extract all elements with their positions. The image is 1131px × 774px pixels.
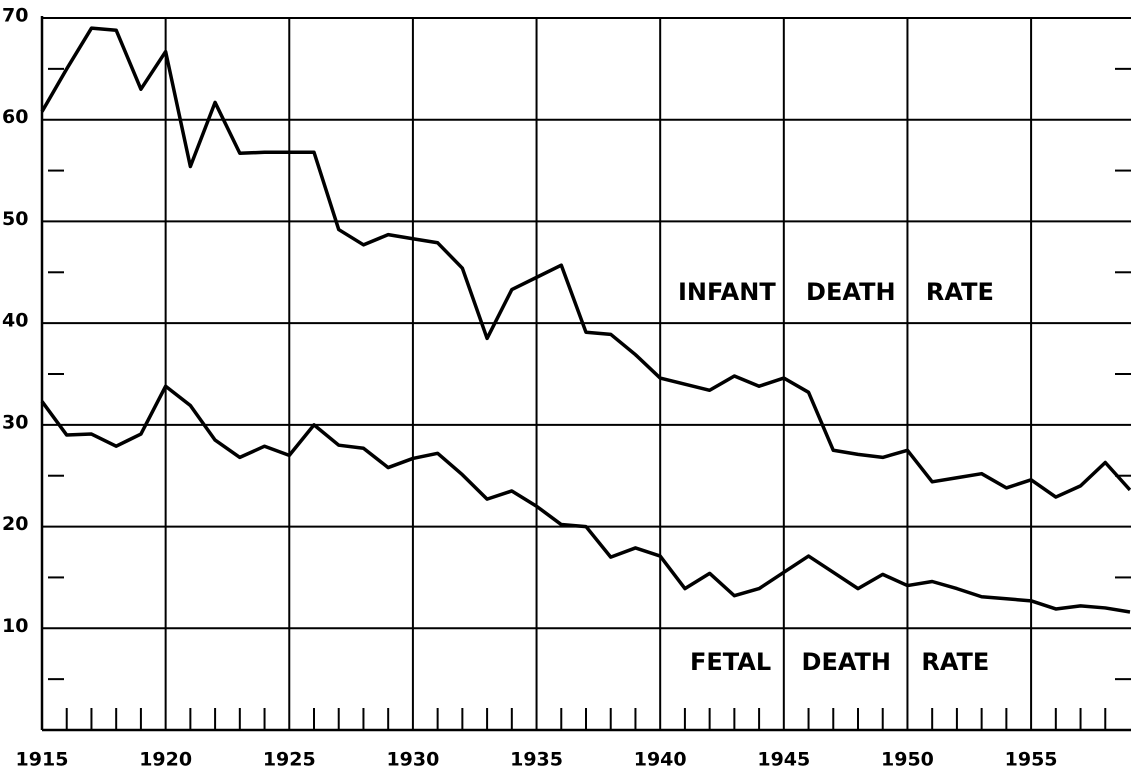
data-line: [40, 384, 1131, 614]
x-tick-label: 1915: [16, 749, 69, 771]
y-tick-label: 30: [2, 411, 28, 433]
x-tick-label: 1955: [1005, 749, 1058, 771]
x-tick-label: 1930: [386, 749, 439, 771]
infant-label: INFANT DEATH RATE: [678, 278, 994, 306]
y-tick-label: 40: [2, 310, 28, 332]
y-tick-label: 20: [2, 513, 28, 535]
data-line: [40, 26, 1131, 499]
y-tick-label: 50: [2, 208, 28, 230]
y-tick-label: 10: [2, 615, 28, 637]
x-tick-label: 1940: [634, 749, 687, 771]
x-tick-label: 1925: [263, 749, 316, 771]
y-tick-label: 60: [2, 106, 28, 128]
x-tick-label: 1920: [139, 749, 192, 771]
x-tick-label: 1945: [757, 749, 810, 771]
x-tick-label: 1935: [510, 749, 563, 771]
fetal-label: FETAL DEATH RATE: [690, 648, 989, 676]
x-tick-label: 1950: [881, 749, 934, 771]
y-tick-label: 70: [2, 5, 28, 27]
